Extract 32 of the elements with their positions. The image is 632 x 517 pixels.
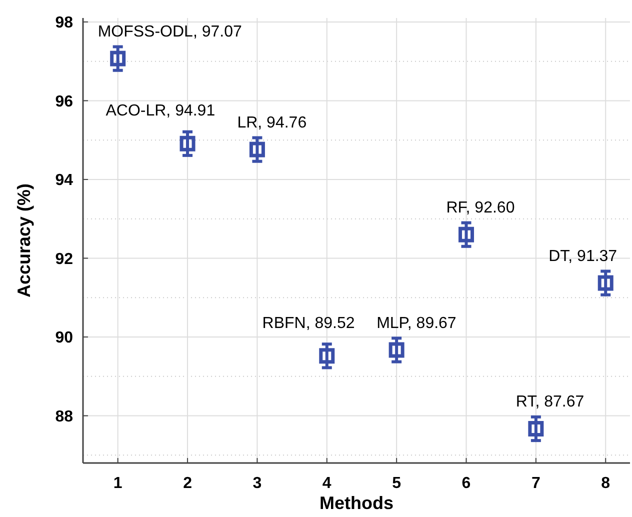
point [249,142,265,158]
x-tick-label: 5 [392,475,402,492]
annotation: MLP, 89.67 [376,314,456,332]
point [110,50,126,66]
y-tick-label: 88 [55,408,74,426]
y-tick-label: 92 [55,250,74,268]
x-axis-title: Methods [320,493,394,513]
annotation: MOFSS-ODL, 97.07 [98,24,242,41]
y-tick-label: 94 [55,172,74,190]
y-tick-label: 98 [55,14,74,32]
x-tick-label: 2 [183,475,192,492]
point [528,420,544,436]
point [598,275,614,291]
annotation: LR, 94.76 [237,114,307,132]
annotation: ACO-LR, 94.91 [106,102,216,120]
annotation: RF, 92.60 [446,200,515,217]
point [458,226,474,242]
y-tick-label: 96 [55,93,74,110]
point [388,342,404,358]
annotation: RT, 87.67 [516,394,584,411]
point [319,348,335,364]
x-tick-label: 3 [252,475,262,492]
y-tick-label: 90 [55,330,74,347]
annotation: RBFN, 89.52 [262,314,355,332]
point [180,136,196,152]
y-axis-title: Accuracy (%) [14,183,34,298]
x-tick-label: 1 [113,475,122,492]
x-tick-label: 6 [462,475,471,492]
annotation: DT, 91.37 [548,248,618,266]
x-tick-label: 8 [601,475,610,492]
x-tick-label: 7 [531,475,540,492]
x-tick-label: 4 [322,475,332,492]
